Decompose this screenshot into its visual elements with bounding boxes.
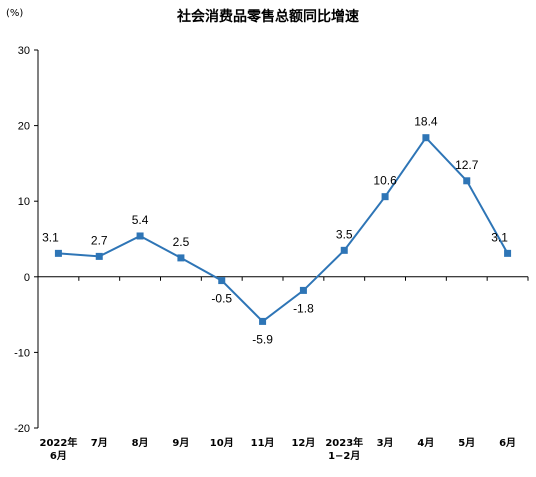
data-point (422, 134, 430, 142)
y-tick-label: 0 (24, 272, 30, 284)
data-label: -1.8 (293, 301, 314, 315)
x-tick-label-line: 4月 (417, 437, 434, 449)
y-unit-label: (%) (6, 8, 24, 19)
x-tick-label-line: 8月 (132, 437, 149, 449)
x-tick-label-line: 10月 (210, 437, 234, 449)
x-tick-label: 2023年 1−2月 (325, 436, 363, 462)
x-tick-label: 6月 (499, 437, 516, 449)
x-tick-label-line: 3月 (377, 437, 394, 449)
axes (34, 49, 529, 429)
x-tick-label-line: 1−2月 (328, 450, 360, 462)
data-label: 3.1 (491, 230, 508, 244)
x-tick-label-line: 7月 (91, 437, 108, 449)
data-label: -5.9 (252, 332, 273, 346)
y-tick-label: 20 (18, 121, 30, 133)
x-tick-label: 10月 (210, 437, 234, 449)
data-point (381, 193, 389, 201)
data-label: 18.4 (414, 115, 438, 129)
x-tick-label: 11月 (251, 437, 275, 449)
y-tick-label: -20 (14, 423, 30, 435)
series-line (54, 134, 512, 325)
x-tick-label: 2022年 6月 (39, 436, 77, 462)
data-label: 2.7 (91, 233, 108, 247)
data-point (504, 249, 512, 257)
y-tick-label: 30 (18, 45, 30, 57)
chart-title: 社会消费品零售总额同比增速 (177, 9, 359, 25)
data-point (54, 249, 62, 257)
data-label: 3.5 (336, 227, 353, 241)
data-labels: 3.1 2.7 5.4 2.5 -0.5 -5.9 -1.8 3.5 10.6 18.4 12.7 3… (42, 115, 508, 347)
data-label: 10.6 (373, 174, 397, 188)
x-tick-label: 3月 (377, 437, 394, 449)
x-tick-label-line: 12月 (291, 437, 315, 449)
data-label: 3.1 (42, 230, 59, 244)
data-label: 2.5 (173, 235, 190, 249)
x-tick-label-line: 11月 (251, 437, 275, 449)
data-point (177, 254, 185, 262)
data-point (299, 286, 307, 294)
data-label: 5.4 (132, 213, 149, 227)
x-tick-label: 12月 (291, 437, 315, 449)
x-tick-label-line: 5月 (458, 437, 475, 449)
data-point (95, 252, 103, 260)
x-tick-label: 7月 (91, 437, 108, 449)
data-point (218, 277, 226, 285)
x-tick-label: 5月 (458, 437, 475, 449)
data-point (136, 232, 144, 240)
x-tick-label: 9月 (172, 437, 189, 449)
x-tick-label-line: 6月 (499, 437, 516, 449)
x-tick-label: 4月 (417, 437, 434, 449)
x-tick-label-line: 6月 (50, 450, 67, 462)
x-tick-label-line: 9月 (172, 437, 189, 449)
x-tick-label-line: 2022年 (39, 436, 77, 449)
data-point (259, 317, 267, 325)
series-polyline (58, 136, 509, 323)
data-label: 12.7 (455, 158, 479, 172)
x-tick-label: 8月 (132, 437, 149, 449)
y-tick-label: 10 (18, 196, 30, 208)
x-tick-label-line: 2023年 (325, 436, 363, 449)
y-tick-label: -10 (14, 347, 30, 359)
data-label: -0.5 (211, 292, 232, 306)
data-point (463, 177, 471, 185)
data-point (340, 246, 348, 254)
